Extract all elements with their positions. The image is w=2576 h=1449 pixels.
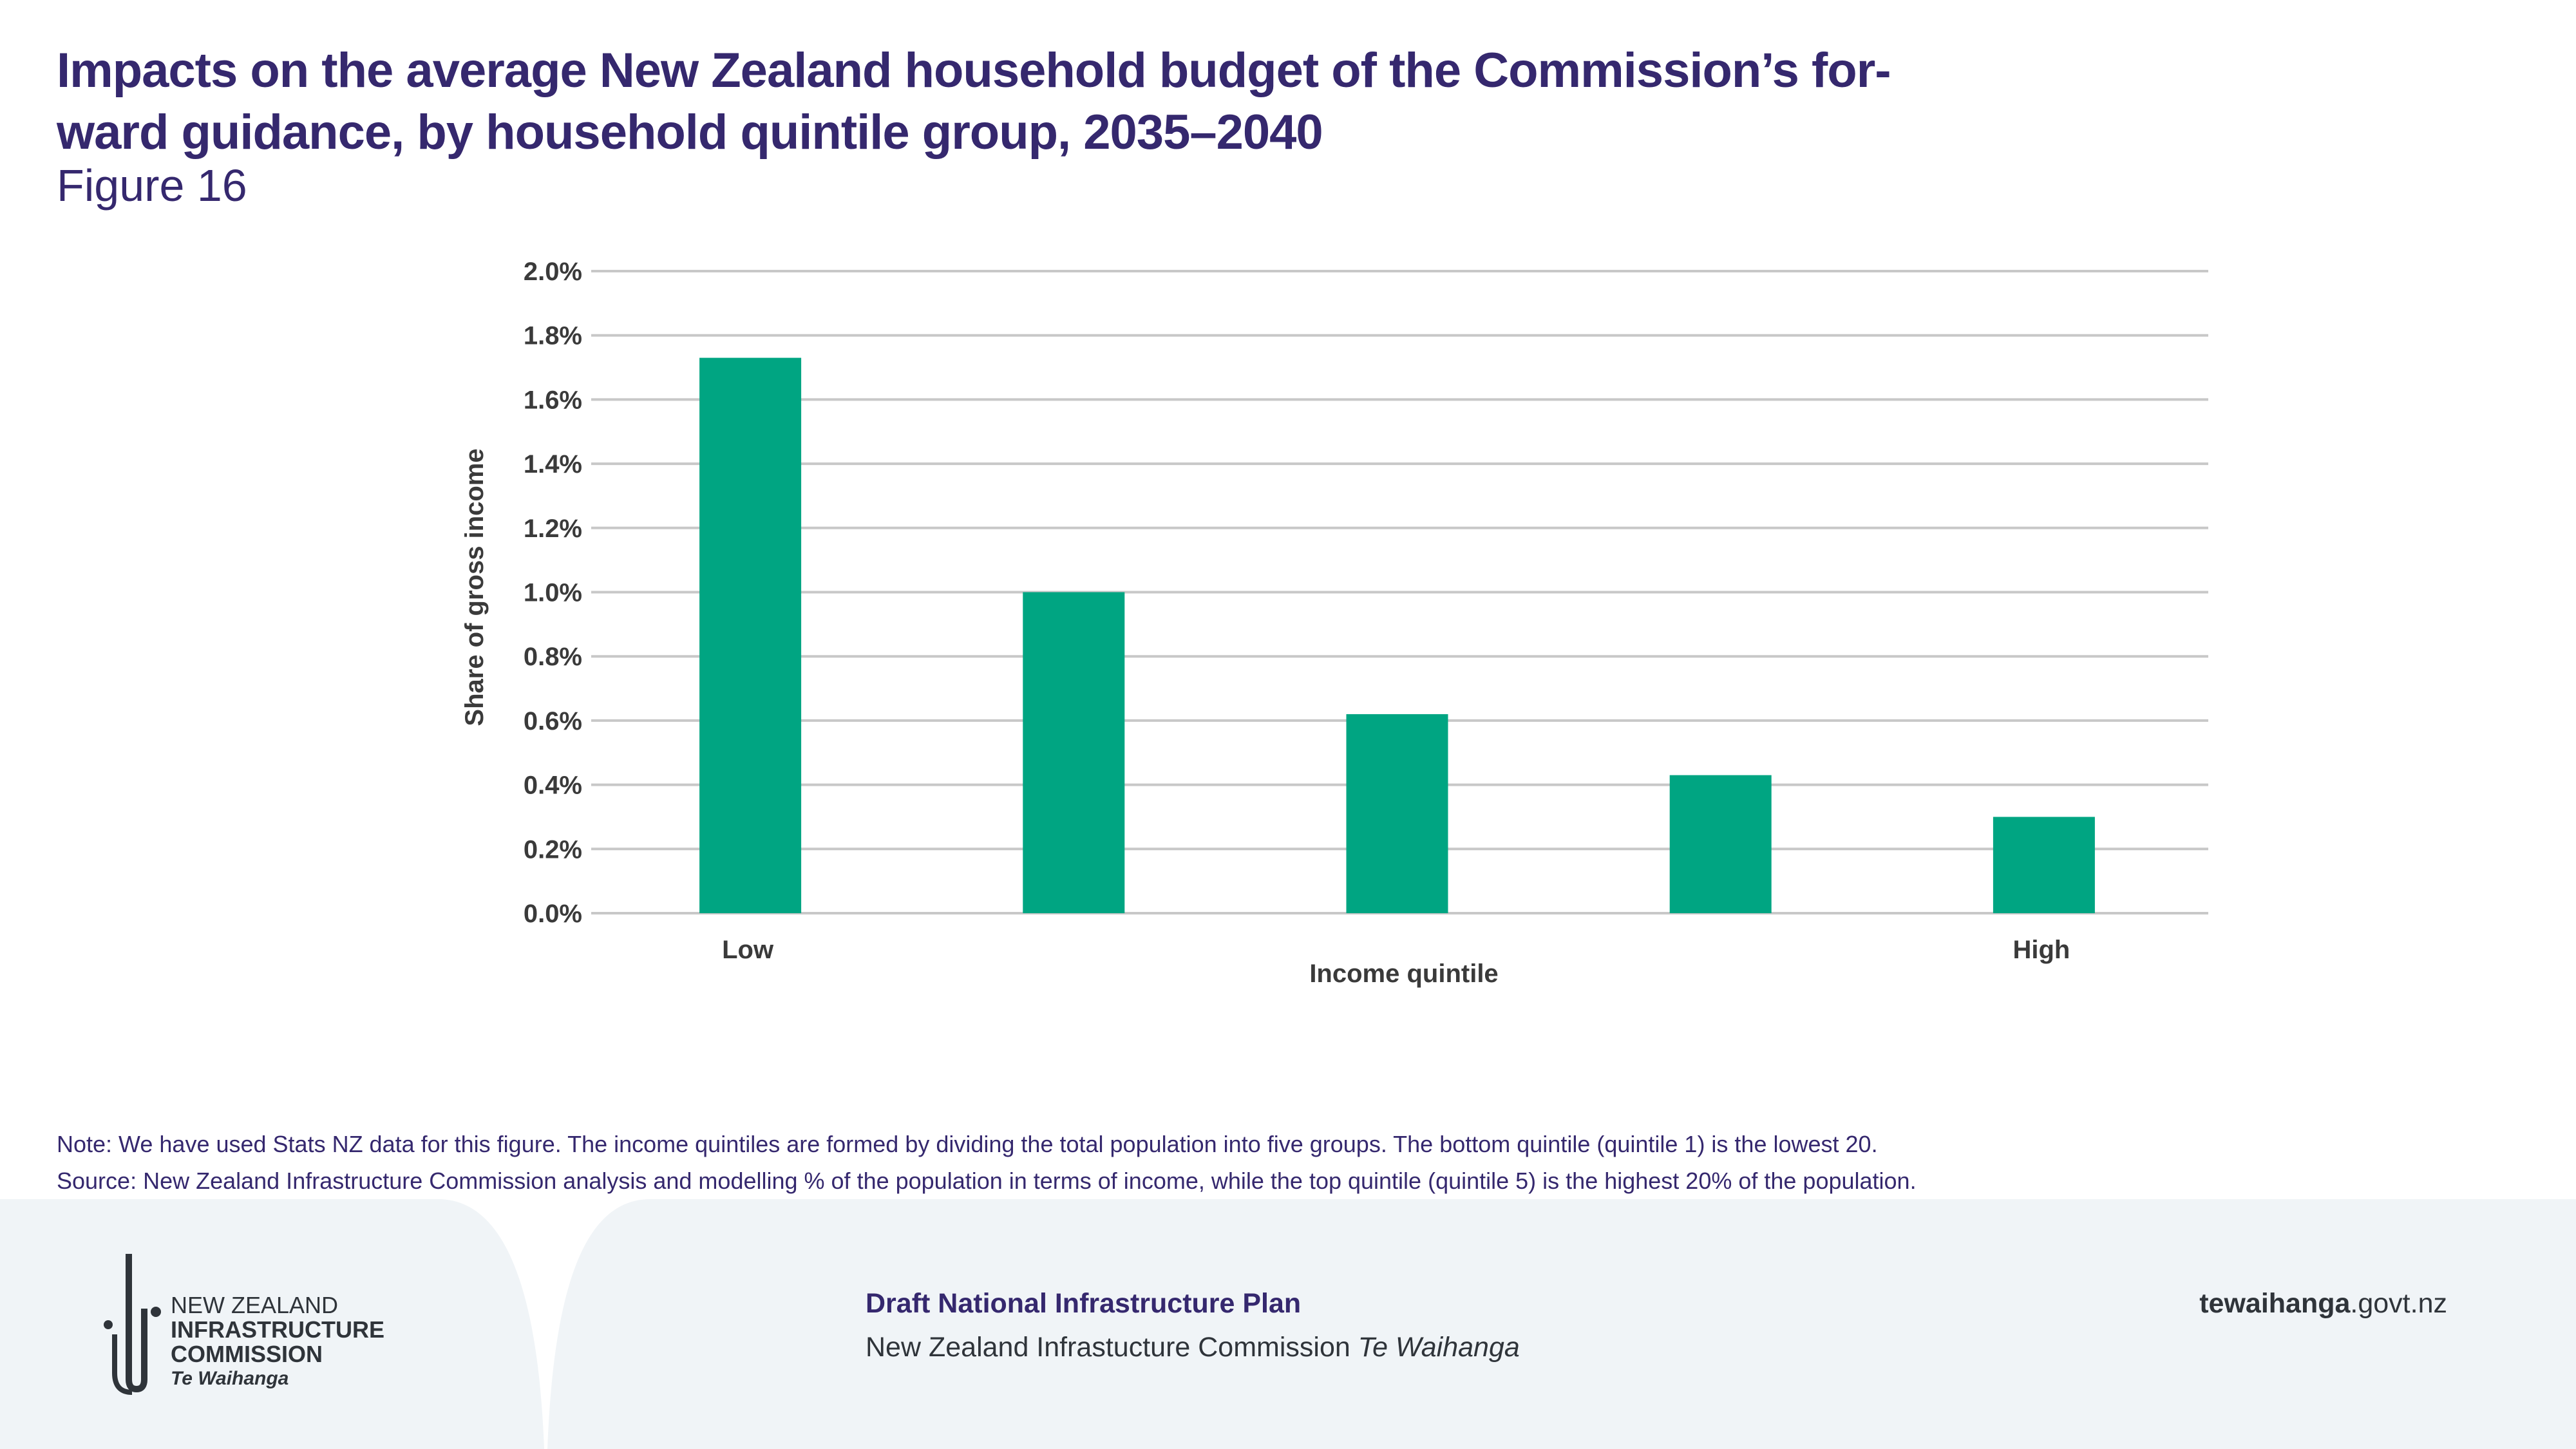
y-tick-label: 1.0% xyxy=(524,579,582,607)
x-tick-label: Low xyxy=(722,936,774,964)
bar xyxy=(1993,817,2095,913)
website-link[interactable]: tewaihanga.govt.nz xyxy=(2199,1288,2447,1320)
y-tick-label: 1.6% xyxy=(524,386,582,414)
chart-title: Impacts on the average New Zealand house… xyxy=(57,40,1924,164)
plan-title: Draft National Infrastructure Plan xyxy=(866,1288,1302,1319)
x-tick-label: High xyxy=(2012,936,2070,964)
logo-line1: NEW ZEALAND xyxy=(171,1292,339,1318)
url-bold: tewaihanga xyxy=(2199,1288,2351,1319)
org-name-text: New Zealand Infrastucture Commission xyxy=(866,1332,1350,1363)
org-name: New Zealand Infrastucture Commission Te … xyxy=(866,1332,1520,1363)
bar xyxy=(699,357,802,913)
org-name-italic: Te Waihanga xyxy=(1358,1332,1520,1363)
chart-title-line1: Impacts on the average New Zealand house… xyxy=(57,43,1891,98)
bars xyxy=(699,357,2095,913)
chart-note: Note: We have used Stats NZ data for thi… xyxy=(57,1126,1917,1199)
hook-logo-icon xyxy=(104,1254,161,1395)
x-tick-labels: Low High xyxy=(722,936,2070,964)
y-tick-label: 0.0% xyxy=(524,900,582,928)
figure-label: Figure 16 xyxy=(57,160,247,211)
y-tick-label: 1.2% xyxy=(524,515,582,543)
y-tick-label: 0.8% xyxy=(524,643,582,671)
chart-title-line2: ward guidance, by household quintile gro… xyxy=(57,105,1323,160)
logo-line3: COMMISSION xyxy=(171,1341,323,1367)
x-axis-label: Income quintile xyxy=(1309,960,1498,988)
bar xyxy=(1346,714,1448,913)
logo-line2: INFRASTRUCTURE xyxy=(171,1316,384,1343)
y-tick-label: 0.2% xyxy=(524,835,582,864)
logo-line4: Te Waihanga xyxy=(171,1368,289,1389)
y-tick-labels: 0.0% 0.2% 0.4% 0.6% 0.8% 1.0% 1.2% 1.4% 1.6% 1.8%… xyxy=(524,258,582,928)
bar-chart: 0.0% 0.2% 0.4% 0.6% 0.8% 1.0% 1.2% 1.4% 1.6% 1.8%… xyxy=(460,258,2208,988)
y-tick-label: 0.4% xyxy=(524,772,582,800)
commission-logo: NEW ZEALAND INFRASTRUCTURE COMMISSION Te… xyxy=(103,1251,438,1396)
url-rest: .govt.nz xyxy=(2350,1288,2447,1319)
note-line: Note: We have used Stats NZ data for thi… xyxy=(57,1131,1878,1157)
y-axis-label: Share of gross income xyxy=(460,448,489,726)
y-tick-label: 1.8% xyxy=(524,322,582,350)
bar xyxy=(1669,775,1772,913)
bar xyxy=(1023,592,1125,913)
source-line: Source: New Zealand Infrastructure Commi… xyxy=(57,1168,1917,1194)
y-tick-label: 1.4% xyxy=(524,450,582,478)
y-tick-label: 2.0% xyxy=(524,258,582,286)
y-tick-label: 0.6% xyxy=(524,707,582,735)
